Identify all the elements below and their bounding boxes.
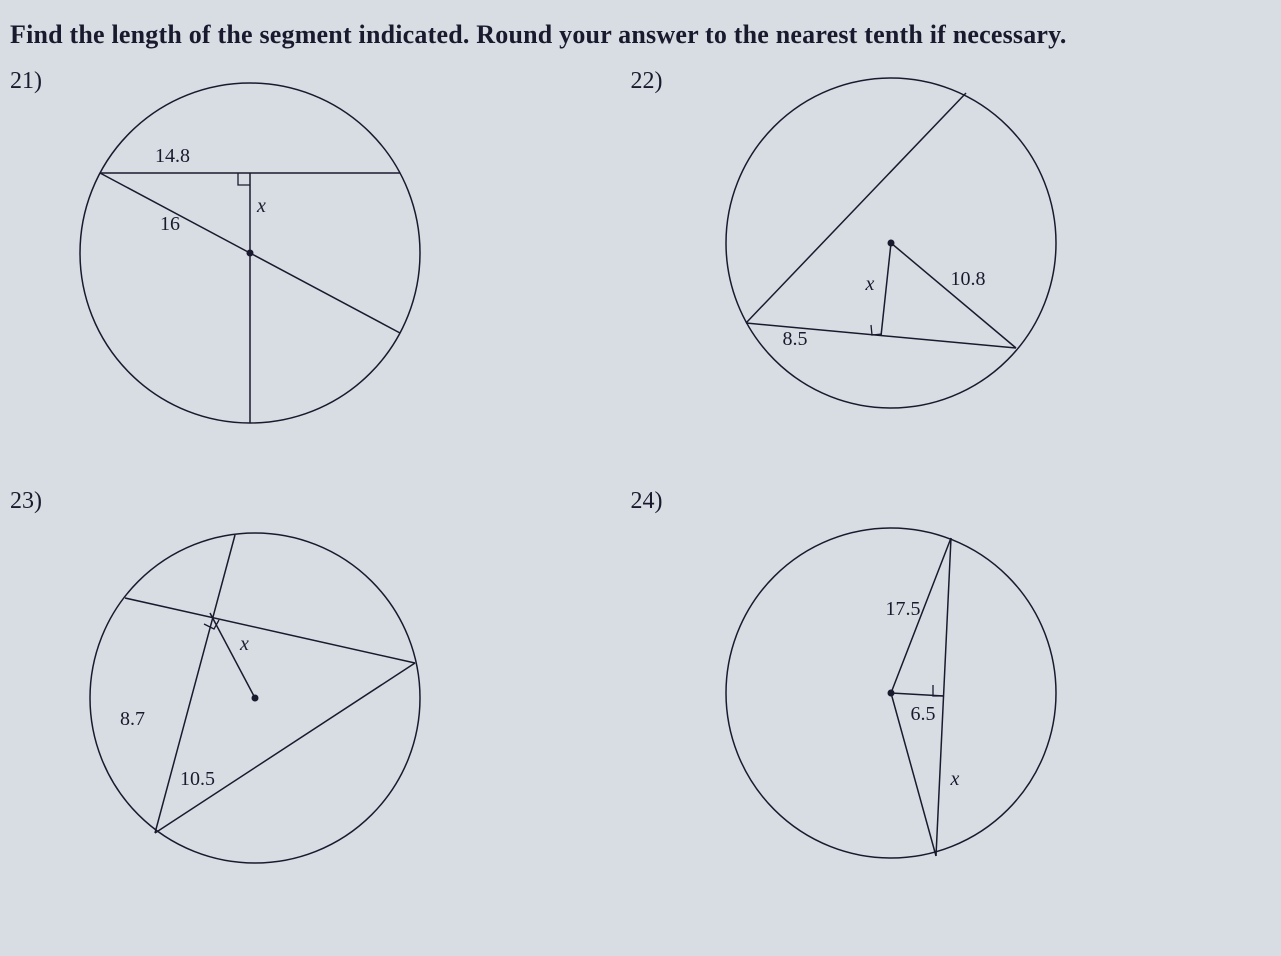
label-6-5: 6.5 <box>911 703 936 726</box>
diagram-21 <box>70 73 430 453</box>
diagram-22 <box>711 73 1071 453</box>
label-x: x <box>951 768 960 791</box>
diagram-23 <box>70 508 430 888</box>
label-16: 16 <box>160 213 180 236</box>
problem-grid: 21) 14.8 16 x 22) <box>10 68 1251 908</box>
instruction-text: Find the length of the segment indicated… <box>10 20 1251 50</box>
label-8-5: 8.5 <box>783 328 808 351</box>
problem-21: 21) 14.8 16 x <box>10 68 631 488</box>
problem-24: 24) 17.5 6.5 x <box>631 488 1252 908</box>
problem-number: 21) <box>10 68 42 95</box>
label-10-8: 10.8 <box>951 268 986 291</box>
label-8-7: 8.7 <box>120 708 145 731</box>
label-14-8: 14.8 <box>155 145 190 168</box>
problem-number: 23) <box>10 488 42 515</box>
problem-number: 24) <box>631 488 663 515</box>
problem-number: 22) <box>631 68 663 95</box>
problem-22: 22) 10.8 8.5 x <box>631 68 1252 488</box>
label-x: x <box>257 195 266 218</box>
label-x: x <box>866 273 875 296</box>
label-10-5: 10.5 <box>180 768 215 791</box>
label-17-5: 17.5 <box>886 598 921 621</box>
label-x: x <box>240 633 249 656</box>
diagram-24 <box>711 508 1071 888</box>
problem-23: 23) 8.7 10.5 x <box>10 488 631 908</box>
